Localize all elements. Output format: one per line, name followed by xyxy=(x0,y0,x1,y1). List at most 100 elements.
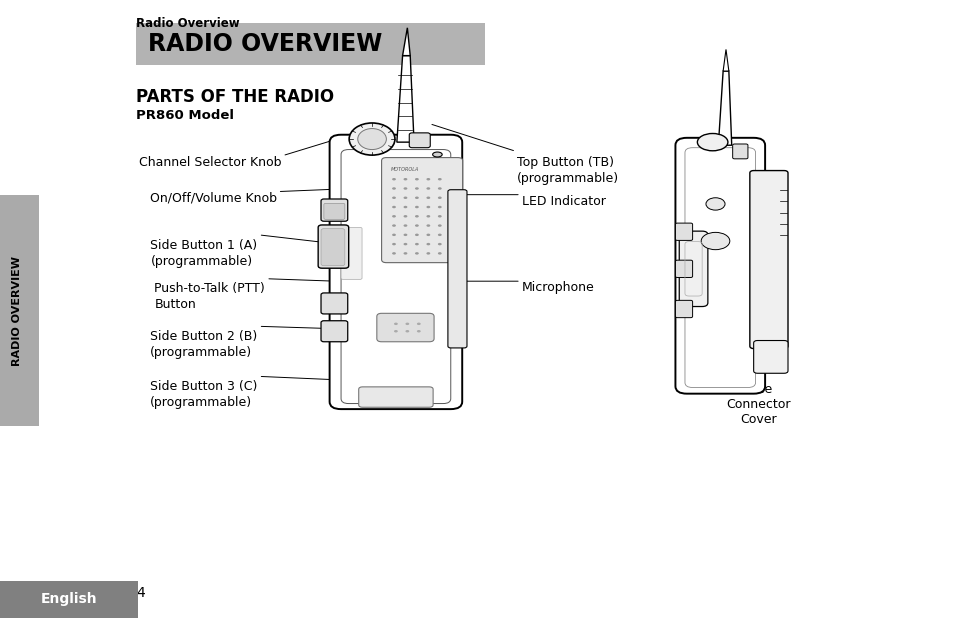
Polygon shape xyxy=(396,56,414,142)
Text: RADIO OVERVIEW: RADIO OVERVIEW xyxy=(12,256,22,365)
FancyBboxPatch shape xyxy=(376,313,434,342)
FancyBboxPatch shape xyxy=(675,223,692,240)
Ellipse shape xyxy=(415,206,418,208)
Text: Push-to-Talk (PTT)
Button: Push-to-Talk (PTT) Button xyxy=(154,282,265,311)
Ellipse shape xyxy=(405,323,409,325)
Ellipse shape xyxy=(415,215,418,218)
Polygon shape xyxy=(722,49,728,71)
Ellipse shape xyxy=(403,252,407,255)
Ellipse shape xyxy=(437,178,441,180)
Ellipse shape xyxy=(403,187,407,190)
Ellipse shape xyxy=(403,215,407,218)
Ellipse shape xyxy=(403,178,407,180)
Ellipse shape xyxy=(437,252,441,255)
Text: Side Button 3 (C)
(programmable): Side Button 3 (C) (programmable) xyxy=(150,380,257,409)
Text: PR860 Model: PR860 Model xyxy=(136,109,234,122)
Ellipse shape xyxy=(392,234,395,236)
Ellipse shape xyxy=(416,323,420,325)
Text: On/Off/Volume Knob: On/Off/Volume Knob xyxy=(150,192,276,205)
FancyBboxPatch shape xyxy=(675,138,764,394)
FancyBboxPatch shape xyxy=(323,203,344,219)
Ellipse shape xyxy=(392,187,395,190)
Ellipse shape xyxy=(426,187,430,190)
FancyBboxPatch shape xyxy=(753,341,787,373)
Ellipse shape xyxy=(415,197,418,199)
Ellipse shape xyxy=(403,224,407,227)
FancyBboxPatch shape xyxy=(381,158,462,263)
Ellipse shape xyxy=(426,252,430,255)
Text: Channel Selector Knob: Channel Selector Knob xyxy=(139,156,281,169)
Ellipse shape xyxy=(697,133,727,151)
Ellipse shape xyxy=(426,197,430,199)
FancyBboxPatch shape xyxy=(329,135,461,409)
FancyBboxPatch shape xyxy=(320,229,344,266)
Ellipse shape xyxy=(392,197,395,199)
Polygon shape xyxy=(718,71,731,145)
Ellipse shape xyxy=(432,152,441,157)
Ellipse shape xyxy=(415,187,418,190)
Text: PARTS OF THE RADIO: PARTS OF THE RADIO xyxy=(136,88,335,106)
Ellipse shape xyxy=(426,234,430,236)
Ellipse shape xyxy=(349,123,395,155)
Ellipse shape xyxy=(405,330,409,332)
Text: Side
Connector
Cover: Side Connector Cover xyxy=(725,383,790,426)
FancyBboxPatch shape xyxy=(317,225,348,268)
Text: LED Indicator: LED Indicator xyxy=(521,195,605,208)
Ellipse shape xyxy=(426,215,430,218)
FancyBboxPatch shape xyxy=(136,23,484,65)
Ellipse shape xyxy=(415,243,418,245)
Ellipse shape xyxy=(403,197,407,199)
Text: 4: 4 xyxy=(136,586,145,600)
Text: Radio Overview: Radio Overview xyxy=(136,17,240,30)
Text: MOTOROLA: MOTOROLA xyxy=(391,167,419,172)
Ellipse shape xyxy=(437,206,441,208)
Ellipse shape xyxy=(392,215,395,218)
Ellipse shape xyxy=(394,323,397,325)
Ellipse shape xyxy=(426,224,430,227)
FancyBboxPatch shape xyxy=(358,387,433,407)
FancyBboxPatch shape xyxy=(447,190,467,348)
Polygon shape xyxy=(402,28,410,56)
Ellipse shape xyxy=(437,224,441,227)
Ellipse shape xyxy=(426,178,430,180)
Ellipse shape xyxy=(437,234,441,236)
FancyBboxPatch shape xyxy=(749,171,787,349)
Text: Side Button 2 (B)
(programmable): Side Button 2 (B) (programmable) xyxy=(151,330,257,359)
Ellipse shape xyxy=(705,198,724,210)
Ellipse shape xyxy=(403,206,407,208)
FancyBboxPatch shape xyxy=(679,231,707,307)
FancyBboxPatch shape xyxy=(320,293,347,314)
Ellipse shape xyxy=(700,232,729,250)
Text: Side Button 1 (A)
(programmable): Side Button 1 (A) (programmable) xyxy=(151,239,257,268)
FancyBboxPatch shape xyxy=(320,321,347,342)
Text: Top Button (TB)
(programmable): Top Button (TB) (programmable) xyxy=(517,156,618,185)
Ellipse shape xyxy=(426,243,430,245)
Ellipse shape xyxy=(394,330,397,332)
Ellipse shape xyxy=(403,243,407,245)
FancyBboxPatch shape xyxy=(675,260,692,277)
Ellipse shape xyxy=(392,224,395,227)
Ellipse shape xyxy=(392,178,395,180)
Text: RADIO OVERVIEW: RADIO OVERVIEW xyxy=(148,32,382,56)
Ellipse shape xyxy=(392,243,395,245)
Ellipse shape xyxy=(403,234,407,236)
Ellipse shape xyxy=(415,234,418,236)
Ellipse shape xyxy=(415,178,418,180)
FancyBboxPatch shape xyxy=(320,199,347,221)
Ellipse shape xyxy=(415,252,418,255)
FancyBboxPatch shape xyxy=(409,133,430,148)
Ellipse shape xyxy=(437,187,441,190)
Ellipse shape xyxy=(392,206,395,208)
Ellipse shape xyxy=(437,215,441,218)
FancyBboxPatch shape xyxy=(732,144,747,159)
Text: English: English xyxy=(41,593,97,606)
Ellipse shape xyxy=(415,224,418,227)
Ellipse shape xyxy=(416,330,420,332)
Ellipse shape xyxy=(392,252,395,255)
FancyBboxPatch shape xyxy=(675,300,692,318)
Ellipse shape xyxy=(426,206,430,208)
FancyBboxPatch shape xyxy=(341,227,361,279)
Ellipse shape xyxy=(437,243,441,245)
Text: Microphone: Microphone xyxy=(521,281,594,294)
Ellipse shape xyxy=(437,197,441,199)
